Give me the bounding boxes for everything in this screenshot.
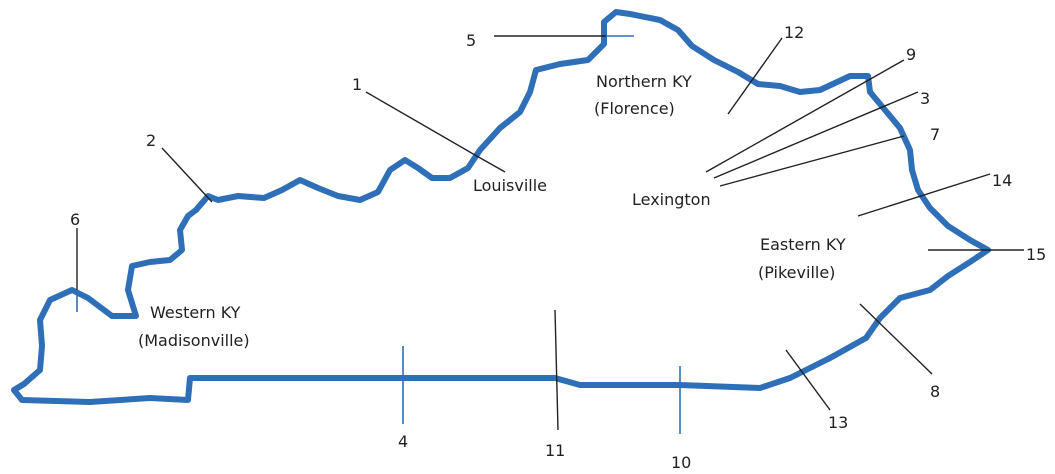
leader-2 [161,147,213,203]
callout-6: 6 [70,210,80,229]
callout-7: 7 [930,125,940,144]
callout-15: 15 [1026,245,1046,264]
label-eastern-ky: Eastern KY [760,235,846,254]
callout-8: 8 [930,382,940,401]
label-northern-ky-city: (Florence) [594,99,675,118]
label-louisville: Louisville [473,176,547,195]
leader-3 [713,91,919,179]
label-western-ky: Western KY [150,303,241,322]
callout-3: 3 [920,89,930,108]
callout-13: 13 [828,413,848,432]
callout-14: 14 [992,171,1012,190]
callout-5: 5 [466,31,476,50]
leader-9 [705,59,905,173]
leader-7 [719,135,905,187]
callout-12: 12 [784,23,804,42]
callout-9: 9 [906,45,916,64]
label-northern-ky: Northern KY [596,72,692,91]
callout-4: 4 [398,432,408,451]
callout-1: 1 [352,75,362,94]
leader-11 [554,309,559,431]
label-western-ky-city: (Madisonville) [138,331,250,350]
label-eastern-ky-city: (Pikeville) [758,263,835,282]
leader-1b [474,154,506,173]
leader-13 [785,349,831,411]
kentucky-outline [11,9,991,405]
callout-11: 11 [545,441,565,460]
label-lexington: Lexington [632,190,711,209]
leader-1 [365,91,476,156]
leader-12 [727,37,783,115]
callout-10: 10 [671,453,691,472]
callout-2: 2 [146,131,156,150]
leader-8 [859,303,933,375]
leader-14 [857,173,991,217]
